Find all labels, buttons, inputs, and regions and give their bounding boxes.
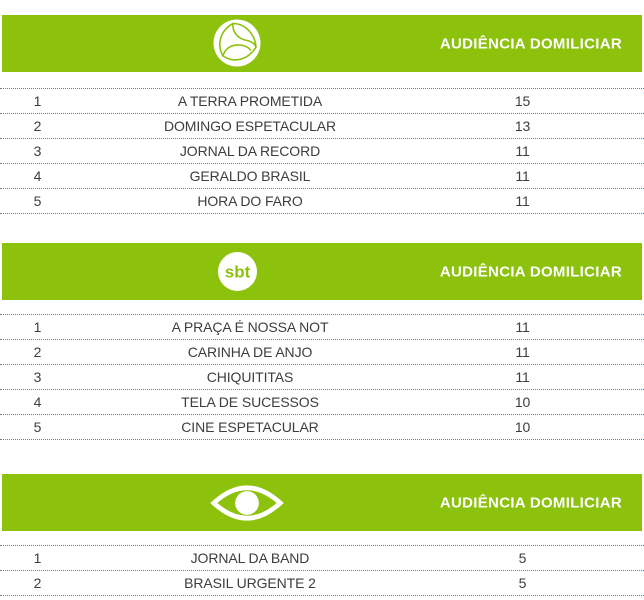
table-row: 4 TELA DE SUCESSOS 10 (0, 389, 644, 414)
rank-cell: 5 (33, 419, 42, 435)
program-cell: CHIQUITITAS (206, 369, 294, 385)
header-title: AUDIÊNCIA DOMILICIAR (439, 263, 622, 280)
audience-cell: 11 (515, 193, 530, 209)
rank-cell: 1 (33, 93, 42, 109)
audience-cell: 13 (514, 118, 531, 134)
program-cell: JORNAL DA BAND (190, 550, 310, 566)
program-cell: A PRAÇA É NOSSA NOT (171, 319, 329, 335)
program-cell: TELA DE SUCESSOS (181, 394, 319, 410)
audience-cell: 11 (515, 369, 530, 385)
audience-cell: 10 (514, 394, 531, 410)
rank-cell: 4 (33, 168, 42, 184)
program-cell: BRASIL URGENTE 2 (184, 575, 316, 591)
table-row: 2 BRASIL URGENTE 2 5 (0, 570, 644, 596)
sbt-logo-icon: sbt (218, 252, 257, 291)
rank-cell: 3 (33, 143, 42, 159)
header-title: AUDIÊNCIA DOMILICIAR (439, 35, 622, 52)
table-row: 5 CINE ESPETACULAR 10 (0, 414, 644, 440)
band-header-bar: AUDIÊNCIA DOMILICIAR (2, 474, 642, 531)
table-row: 1 A TERRA PROMETIDA 15 (0, 88, 644, 113)
sbt-logo-text: sbt (225, 263, 251, 282)
sbt-ratings-table: 1 A PRAÇA É NOSSA NOT 11 2 CARINHA DE ANJO 11… (0, 314, 644, 440)
rank-cell: 2 (33, 118, 42, 134)
program-cell: DOMINGO ESPETACULAR (163, 118, 337, 134)
sbt-section: sbt AUDIÊNCIA DOMILICIAR 1 A PRAÇA É NOSS… (0, 243, 644, 440)
rank-cell: 2 (33, 575, 42, 591)
record-ratings-table: 1 A TERRA PROMETIDA 15 2 DOMINGO ESPETACULAR… (0, 88, 644, 214)
rank-cell: 4 (33, 394, 42, 410)
table-row: 3 JORNAL DA RECORD 11 (0, 138, 644, 163)
table-row: 3 CHIQUITITAS 11 (0, 364, 644, 389)
audience-cell: 11 (515, 319, 530, 335)
header-title: AUDIÊNCIA DOMILICIAR (439, 494, 622, 511)
table-row: 2 DOMINGO ESPETACULAR 13 (0, 113, 644, 138)
audience-cell: 11 (515, 143, 530, 159)
table-row: 4 GERALDO BRASIL 11 (0, 163, 644, 188)
audience-cell: 5 (518, 550, 527, 566)
table-row: 5 HORA DO FARO 11 (0, 188, 644, 214)
band-ratings-table: 1 JORNAL DA BAND 5 2 BRASIL URGENTE 2 5 (0, 545, 644, 596)
table-row: 1 A PRAÇA É NOSSA NOT 11 (0, 314, 644, 339)
audience-cell: 15 (514, 93, 531, 109)
audience-cell: 5 (518, 575, 527, 591)
rank-cell: 1 (33, 550, 42, 566)
program-cell: JORNAL DA RECORD (179, 143, 321, 159)
rank-cell: 2 (33, 344, 42, 360)
rank-cell: 1 (33, 319, 42, 335)
record-header-bar: AUDIÊNCIA DOMILICIAR (2, 15, 642, 72)
program-cell: CARINHA DE ANJO (187, 344, 313, 360)
program-cell: CINE ESPETACULAR (181, 419, 319, 435)
program-cell: GERALDO BRASIL (189, 168, 311, 184)
record-logo-icon (213, 19, 261, 67)
table-row: 1 JORNAL DA BAND 5 (0, 545, 644, 570)
band-section: AUDIÊNCIA DOMILICIAR 1 JORNAL DA BAND 5 2 BR… (0, 474, 644, 596)
audience-cell: 11 (515, 344, 530, 360)
program-cell: A TERRA PROMETIDA (177, 93, 323, 109)
rank-cell: 5 (33, 193, 42, 209)
band-logo-icon (209, 484, 285, 522)
table-row: 2 CARINHA DE ANJO 11 (0, 339, 644, 364)
program-cell: HORA DO FARO (197, 193, 303, 209)
rank-cell: 3 (33, 369, 42, 385)
audience-cell: 10 (514, 419, 531, 435)
sbt-header-bar: sbt AUDIÊNCIA DOMILICIAR (2, 243, 642, 300)
audience-cell: 11 (515, 168, 530, 184)
